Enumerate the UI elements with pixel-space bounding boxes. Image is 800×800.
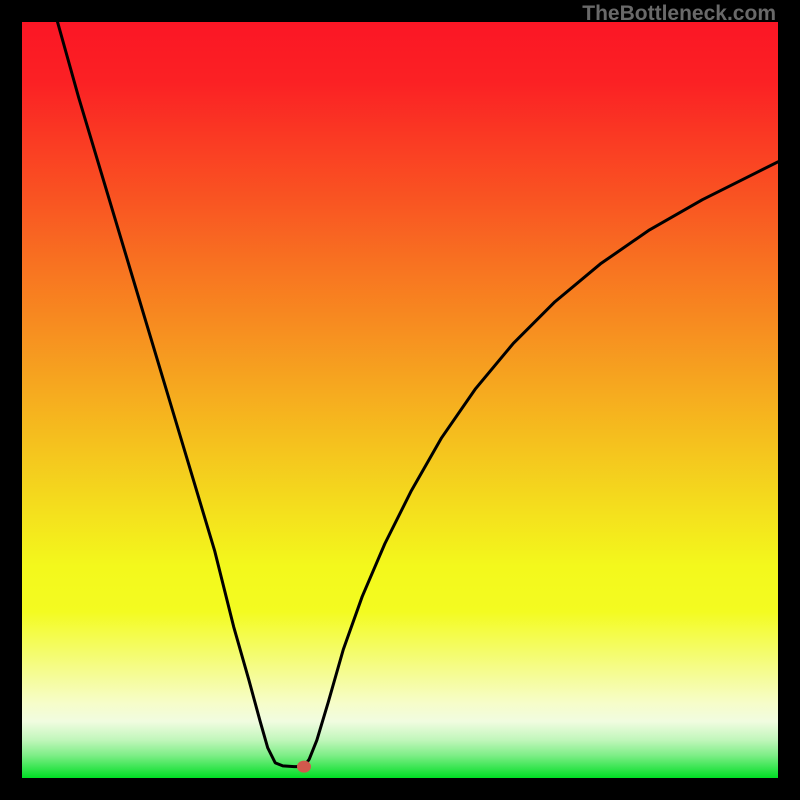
bottleneck-chart [22, 22, 778, 778]
watermark-text: TheBottleneck.com [582, 2, 776, 26]
optimal-marker [297, 761, 311, 773]
chart-svg [22, 22, 778, 778]
chart-background [22, 22, 778, 778]
